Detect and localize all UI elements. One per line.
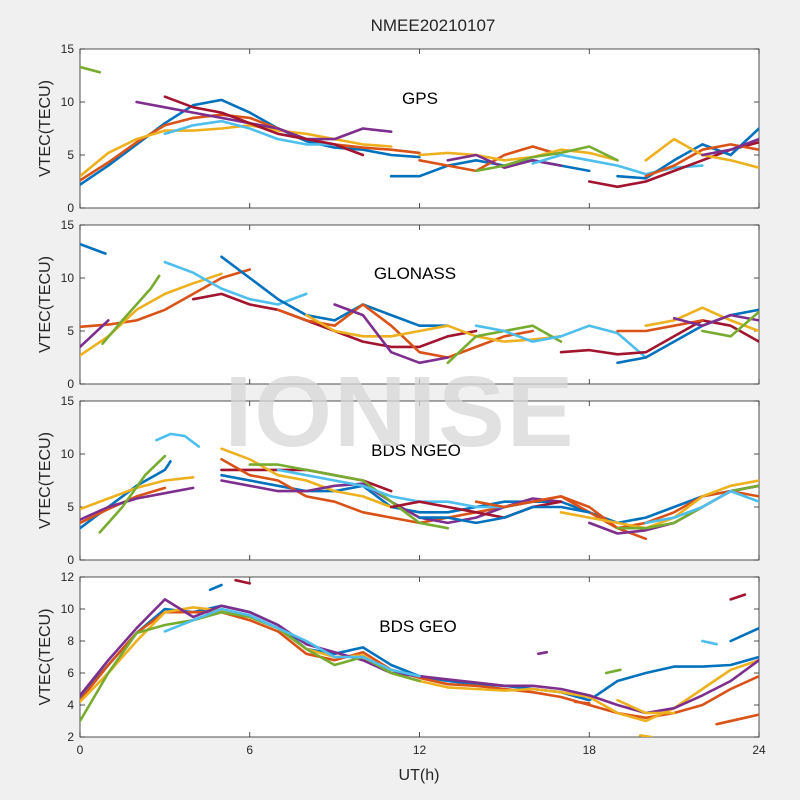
- series-line: [80, 113, 421, 182]
- series-line: [248, 463, 450, 530]
- series-group: [80, 578, 759, 737]
- series-line: [101, 274, 161, 346]
- series-line: [616, 484, 759, 530]
- series-line: [208, 583, 223, 592]
- y-tick-label: 15: [61, 394, 75, 408]
- y-tick-label: 10: [61, 271, 75, 285]
- y-axis-label: VTEC(TECU): [37, 80, 54, 177]
- series-line: [672, 313, 759, 328]
- series-line: [80, 268, 252, 329]
- series-line: [80, 65, 102, 74]
- plot-area: [79, 224, 760, 385]
- series-line: [80, 124, 393, 178]
- series-line: [531, 153, 704, 176]
- y-tick-label: 0: [67, 201, 74, 215]
- series-line: [163, 119, 336, 146]
- series-line: [220, 447, 393, 509]
- y-axis-label: VTEC(TECU): [37, 609, 54, 706]
- series-line: [701, 137, 759, 157]
- series-line: [220, 457, 759, 530]
- series-line: [474, 145, 619, 173]
- series-group: [80, 242, 759, 365]
- series-line: [276, 468, 535, 509]
- y-tick-label: 15: [61, 42, 75, 56]
- series-line: [604, 668, 622, 675]
- plot-area: [79, 400, 760, 561]
- panel-title: BDS GEO: [379, 617, 456, 636]
- panels: 0 5 10 15 VTEC(TECU) GPS 0 5 10 15 VTEC(TECU) GLONA…: [37, 42, 766, 757]
- series-line: [616, 127, 759, 180]
- series-line: [163, 607, 421, 678]
- x-tick-label: 6: [246, 743, 253, 757]
- series-line: [80, 242, 107, 255]
- y-tick-label: 5: [67, 148, 74, 162]
- series-line: [446, 153, 563, 169]
- series-line: [559, 479, 759, 530]
- y-tick-label: 12: [61, 570, 75, 584]
- series-line: [729, 593, 747, 601]
- series-line: [701, 639, 718, 646]
- series-line: [616, 698, 676, 715]
- series-group: [80, 65, 759, 189]
- panel-title: BDS NGEO: [371, 441, 461, 460]
- y-tick-label: 4: [67, 698, 74, 712]
- series-line: [474, 324, 648, 359]
- x-tick-label: 12: [413, 743, 427, 757]
- series-line: [418, 145, 563, 173]
- series-line: [616, 308, 759, 365]
- figure-title: NMEE20210107: [371, 16, 496, 35]
- series-line: [638, 734, 653, 737]
- y-tick-label: 10: [61, 95, 75, 109]
- y-tick-label: 5: [67, 324, 74, 338]
- y-tick-label: 10: [61, 447, 75, 461]
- series-line: [333, 303, 450, 365]
- series-line: [220, 255, 450, 328]
- y-tick-label: 0: [67, 377, 74, 391]
- series-line: [536, 650, 549, 656]
- series-line: [304, 313, 563, 343]
- y-tick-label: 6: [67, 666, 74, 680]
- series-line: [80, 610, 759, 720]
- series-line: [234, 578, 252, 585]
- series-line: [155, 432, 201, 448]
- series-line: [644, 489, 759, 525]
- series-line: [729, 626, 759, 643]
- series-line: [135, 100, 393, 141]
- y-axis-label: VTEC(TECU): [37, 432, 54, 529]
- x-tick-label: 18: [583, 743, 597, 757]
- panel-3: 0 5 10 15 VTEC(TECU) BDS NGEO: [37, 394, 760, 567]
- y-tick-label: 10: [61, 602, 75, 616]
- series-line: [418, 505, 591, 525]
- series-line: [80, 98, 421, 186]
- series-line: [80, 319, 110, 349]
- series-line: [715, 713, 759, 726]
- x-tick-label: 24: [752, 743, 766, 757]
- series-line: [573, 700, 591, 705]
- series-line: [701, 310, 759, 338]
- series-line: [559, 319, 759, 356]
- y-axis-label: VTEC(TECU): [37, 256, 54, 353]
- panel-title: GPS: [402, 89, 438, 108]
- y-tick-label: 15: [61, 218, 75, 232]
- series-line: [98, 454, 167, 534]
- series-line: [163, 95, 365, 157]
- x-axis-label: UT(h): [399, 767, 440, 784]
- series-line: [80, 486, 195, 522]
- x-tick-label: 0: [77, 743, 84, 757]
- y-tick-label: 0: [67, 553, 74, 567]
- series-line: [418, 148, 619, 162]
- panel-title: GLONASS: [374, 264, 456, 283]
- series-line: [644, 306, 759, 333]
- series-line: [80, 272, 223, 357]
- panel-1: 0 5 10 15 VTEC(TECU) GPS: [37, 42, 760, 215]
- y-tick-label: 8: [67, 634, 74, 648]
- series-group: [80, 432, 759, 541]
- y-tick-label: 2: [67, 730, 74, 744]
- y-tick-label: 5: [67, 500, 74, 514]
- panel-2: 0 5 10 15 VTEC(TECU) GLONASS: [37, 218, 760, 391]
